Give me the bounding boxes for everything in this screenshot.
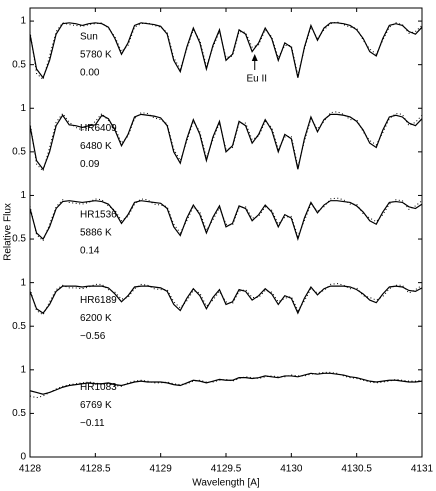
y-tick-label: 1 bbox=[20, 16, 26, 27]
star-label: HR1083 bbox=[80, 382, 117, 393]
y-tick-label: 1 bbox=[20, 277, 26, 288]
star-label: Sun bbox=[80, 31, 98, 42]
x-tick-label: 4131 bbox=[411, 464, 434, 475]
star-label: 6480 K bbox=[80, 141, 112, 152]
annotation-label: Eu II bbox=[246, 74, 267, 85]
comparison-spectrum bbox=[29, 282, 423, 316]
star-label: HR6189 bbox=[80, 295, 117, 306]
x-tick-label: 4130.5 bbox=[341, 464, 372, 475]
y-tick-label: 0.5 bbox=[12, 321, 26, 332]
spectrum bbox=[29, 372, 423, 395]
star-label: HR6409 bbox=[80, 123, 117, 134]
spectrum bbox=[29, 200, 423, 242]
x-tick-label: 4128.5 bbox=[80, 464, 111, 475]
y-tick-label: 1 bbox=[20, 103, 26, 114]
y-axis-label: Relative Flux bbox=[3, 203, 14, 261]
star-label: −0.56 bbox=[80, 331, 106, 342]
star-label: 0.00 bbox=[80, 67, 100, 78]
annotation-arrowhead bbox=[251, 54, 258, 61]
spectrum bbox=[29, 285, 423, 315]
star-label: HR1536 bbox=[80, 209, 117, 220]
x-tick-label: 4129.5 bbox=[211, 464, 242, 475]
x-axis-label: Wavelength [A] bbox=[192, 478, 260, 489]
y-tick-label: 0.5 bbox=[12, 59, 26, 70]
spectrum bbox=[29, 113, 423, 171]
star-label: 6200 K bbox=[80, 313, 112, 324]
star-label: 0.09 bbox=[80, 159, 100, 170]
y-tick-label: 0 bbox=[20, 452, 26, 463]
y-tick-label: 0.5 bbox=[12, 234, 26, 245]
spectrum bbox=[29, 22, 423, 79]
x-tick-label: 4130 bbox=[280, 464, 303, 475]
star-label: 0.14 bbox=[80, 245, 100, 256]
star-label: 5886 K bbox=[80, 227, 112, 238]
y-tick-label: 1 bbox=[20, 364, 26, 375]
x-tick-label: 4128 bbox=[19, 464, 42, 475]
x-tick-label: 4129 bbox=[150, 464, 173, 475]
star-label: −0.11 bbox=[80, 418, 105, 429]
y-tick-label: 1 bbox=[20, 190, 26, 201]
star-label: 5780 K bbox=[80, 49, 112, 60]
y-tick-label: 0.5 bbox=[12, 146, 26, 157]
comparison-spectrum bbox=[29, 371, 423, 399]
y-tick-label: 0.5 bbox=[12, 408, 26, 419]
star-label: 6769 K bbox=[80, 400, 112, 411]
